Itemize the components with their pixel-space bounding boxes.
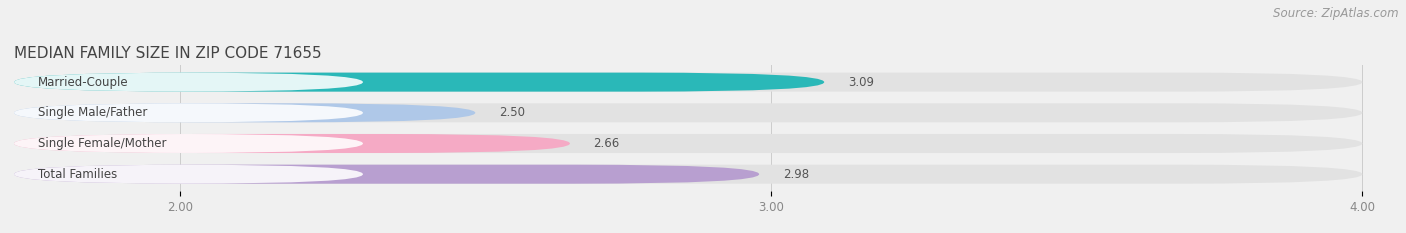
FancyBboxPatch shape [14, 134, 1362, 153]
Text: Source: ZipAtlas.com: Source: ZipAtlas.com [1274, 7, 1399, 20]
FancyBboxPatch shape [14, 73, 1362, 92]
Text: 2.66: 2.66 [593, 137, 620, 150]
FancyBboxPatch shape [14, 165, 1362, 184]
FancyBboxPatch shape [14, 165, 759, 184]
Text: MEDIAN FAMILY SIZE IN ZIP CODE 71655: MEDIAN FAMILY SIZE IN ZIP CODE 71655 [14, 46, 322, 61]
FancyBboxPatch shape [14, 165, 363, 184]
FancyBboxPatch shape [14, 134, 569, 153]
Text: 3.09: 3.09 [848, 76, 875, 89]
FancyBboxPatch shape [14, 103, 363, 122]
Text: Total Families: Total Families [38, 168, 117, 181]
FancyBboxPatch shape [14, 103, 1362, 122]
FancyBboxPatch shape [14, 73, 363, 92]
FancyBboxPatch shape [14, 103, 475, 122]
Text: Single Male/Father: Single Male/Father [38, 106, 148, 119]
Text: 2.50: 2.50 [499, 106, 524, 119]
FancyBboxPatch shape [14, 134, 363, 153]
Text: Single Female/Mother: Single Female/Mother [38, 137, 166, 150]
Text: 2.98: 2.98 [783, 168, 808, 181]
Text: Married-Couple: Married-Couple [38, 76, 128, 89]
FancyBboxPatch shape [14, 73, 824, 92]
